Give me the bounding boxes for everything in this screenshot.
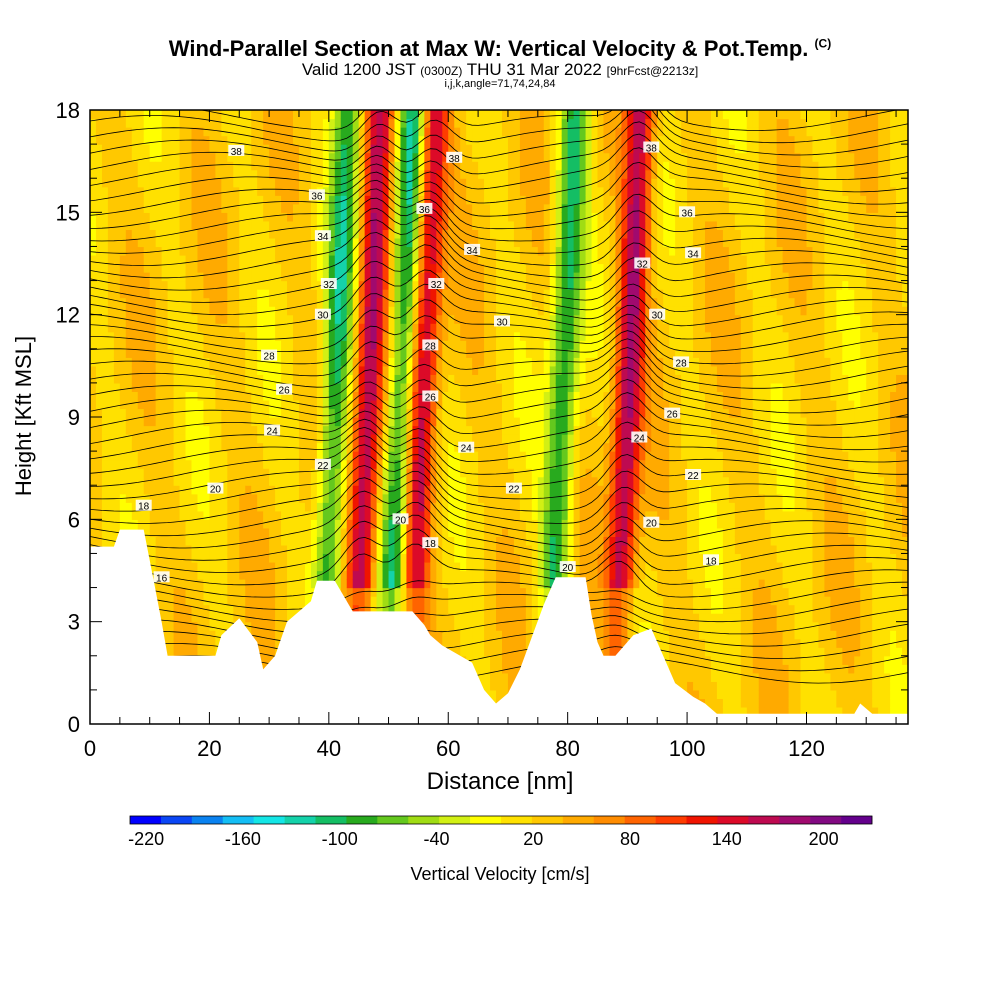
theta-label: 22	[314, 458, 331, 472]
chart-grid-info: i,j,k,angle=71,74,24,84	[444, 78, 556, 90]
colorbar-swatch	[470, 816, 502, 824]
theta-label: 36	[679, 206, 696, 219]
theta-label: 20	[559, 561, 576, 574]
theta-label: 24	[458, 441, 475, 455]
theta-label: 20	[643, 516, 660, 530]
theta-label: 22	[685, 469, 702, 482]
theta-label: 32	[320, 278, 337, 291]
colorbar-swatch	[810, 816, 842, 824]
x-tick-label: 80	[555, 736, 579, 761]
colorbar-tick-label: -40	[423, 829, 449, 849]
y-tick-label: 9	[68, 405, 80, 430]
colorbar-tick-label: -160	[225, 829, 261, 849]
colorbar-swatch	[624, 816, 656, 824]
colorbar-swatch	[717, 816, 749, 824]
theta-label: 26	[422, 390, 439, 404]
colorbar-swatch	[191, 816, 224, 824]
colorbar-tick-label: 140	[712, 829, 742, 849]
colorbar-swatch	[655, 816, 687, 824]
chart-title-text: Wind-Parallel Section at Max W: Vertical…	[168, 36, 809, 61]
theta-label: 26	[664, 407, 681, 421]
subtitle-date: THU 31 Mar 2022	[466, 60, 602, 79]
colorbar-tick-label: 20	[523, 829, 543, 849]
y-tick-label: 3	[68, 610, 80, 635]
theta-label: 34	[464, 243, 481, 257]
colorbar-swatch	[841, 816, 873, 824]
x-tick-label: 40	[317, 736, 341, 761]
theta-label: 20	[207, 482, 224, 496]
terrain-mask	[90, 529, 908, 724]
colorbar-swatch	[779, 816, 811, 824]
colorbar-swatch	[253, 816, 285, 824]
x-tick-label: 0	[84, 736, 96, 761]
y-tick-label: 6	[68, 507, 80, 532]
colorbar-swatch	[222, 816, 254, 824]
colorbar-tick-label: -100	[322, 829, 358, 849]
theta-label: 30	[649, 308, 666, 322]
colorbar-swatch	[408, 816, 440, 824]
subtitle-valid-time: Valid 1200 JST	[301, 60, 416, 79]
theta-label: 16	[153, 571, 170, 584]
colorbar-tick-label: 80	[620, 829, 640, 849]
colorbar-swatch	[593, 816, 625, 824]
x-tick-label: 100	[669, 736, 706, 761]
theta-label: 34	[685, 247, 702, 260]
theta-label: 18	[703, 554, 719, 567]
copyright-mark: (C)	[814, 36, 832, 51]
chart-subtitle: Valid 1200 JST (0300Z) THU 31 Mar 2022 […	[0, 60, 1000, 80]
colorbar-swatch	[501, 816, 533, 824]
theta-label: 22	[505, 482, 522, 496]
theta-label: 30	[314, 308, 331, 322]
theta-label: 32	[428, 278, 445, 291]
subtitle-forecast: [9hrFcst@2213z]	[606, 64, 699, 78]
theta-contours	[90, 110, 908, 684]
theta-label: 30	[494, 315, 510, 329]
colorbar-swatch	[686, 816, 718, 824]
y-tick-label: 12	[56, 303, 80, 328]
x-tick-label: 60	[436, 736, 460, 761]
colorbar-swatch	[284, 816, 316, 824]
theta-label: 38	[643, 141, 660, 155]
colorbar-label: Vertical Velocity [cm/s]	[410, 864, 590, 884]
colorbar-swatch	[531, 816, 564, 824]
colorbar-swatch	[346, 816, 378, 824]
y-tick-label: 18	[56, 98, 80, 123]
theta-label: 38	[446, 151, 463, 165]
colorbar-swatch	[562, 816, 595, 824]
colorbar: -220 -160 -100 -40 20 80 140 200	[128, 815, 873, 849]
colorbar-swatch	[377, 816, 409, 824]
theta-label: 28	[261, 349, 278, 363]
theta-label: 38	[228, 144, 245, 158]
colorbar-swatch	[130, 816, 162, 824]
colorbar-swatch	[160, 816, 193, 824]
colorbar-swatch	[748, 816, 780, 824]
theta-contour-labels: 38 38 38 36 36 36 34 34 34 32 32 32 30 30 30 28 28 28 26 26…	[135, 141, 719, 584]
theta-label: 18	[422, 537, 439, 550]
theta-label: 18	[135, 499, 152, 513]
theta-label: 26	[276, 383, 293, 397]
x-axis-label: Distance [nm]	[426, 768, 574, 795]
theta-label: 34	[314, 230, 331, 243]
y-tick-label: 15	[56, 200, 80, 225]
x-tick-label: 20	[197, 736, 221, 761]
theta-label: 32	[634, 257, 651, 271]
theta-label: 24	[631, 431, 648, 445]
theta-label: 20	[392, 513, 409, 526]
colorbar-swatch	[439, 816, 471, 824]
theta-label: 24	[264, 424, 281, 438]
colorbar-tick-label: -220	[128, 829, 164, 849]
chart-title: Wind-Parallel Section at Max W: Vertical…	[0, 36, 1000, 62]
theta-label: 28	[673, 356, 690, 369]
colorbar-swatch	[315, 816, 347, 824]
subtitle-utc-time: (0300Z)	[420, 64, 463, 78]
x-tick-label: 120	[788, 736, 825, 761]
theta-label: 36	[308, 189, 325, 202]
y-tick-label: 0	[68, 712, 80, 737]
colorbar-tick-label: 200	[809, 829, 839, 849]
theta-label: 36	[416, 202, 433, 216]
y-axis-label: Height [Kft MSL]	[11, 335, 36, 497]
theta-label: 28	[422, 339, 439, 352]
